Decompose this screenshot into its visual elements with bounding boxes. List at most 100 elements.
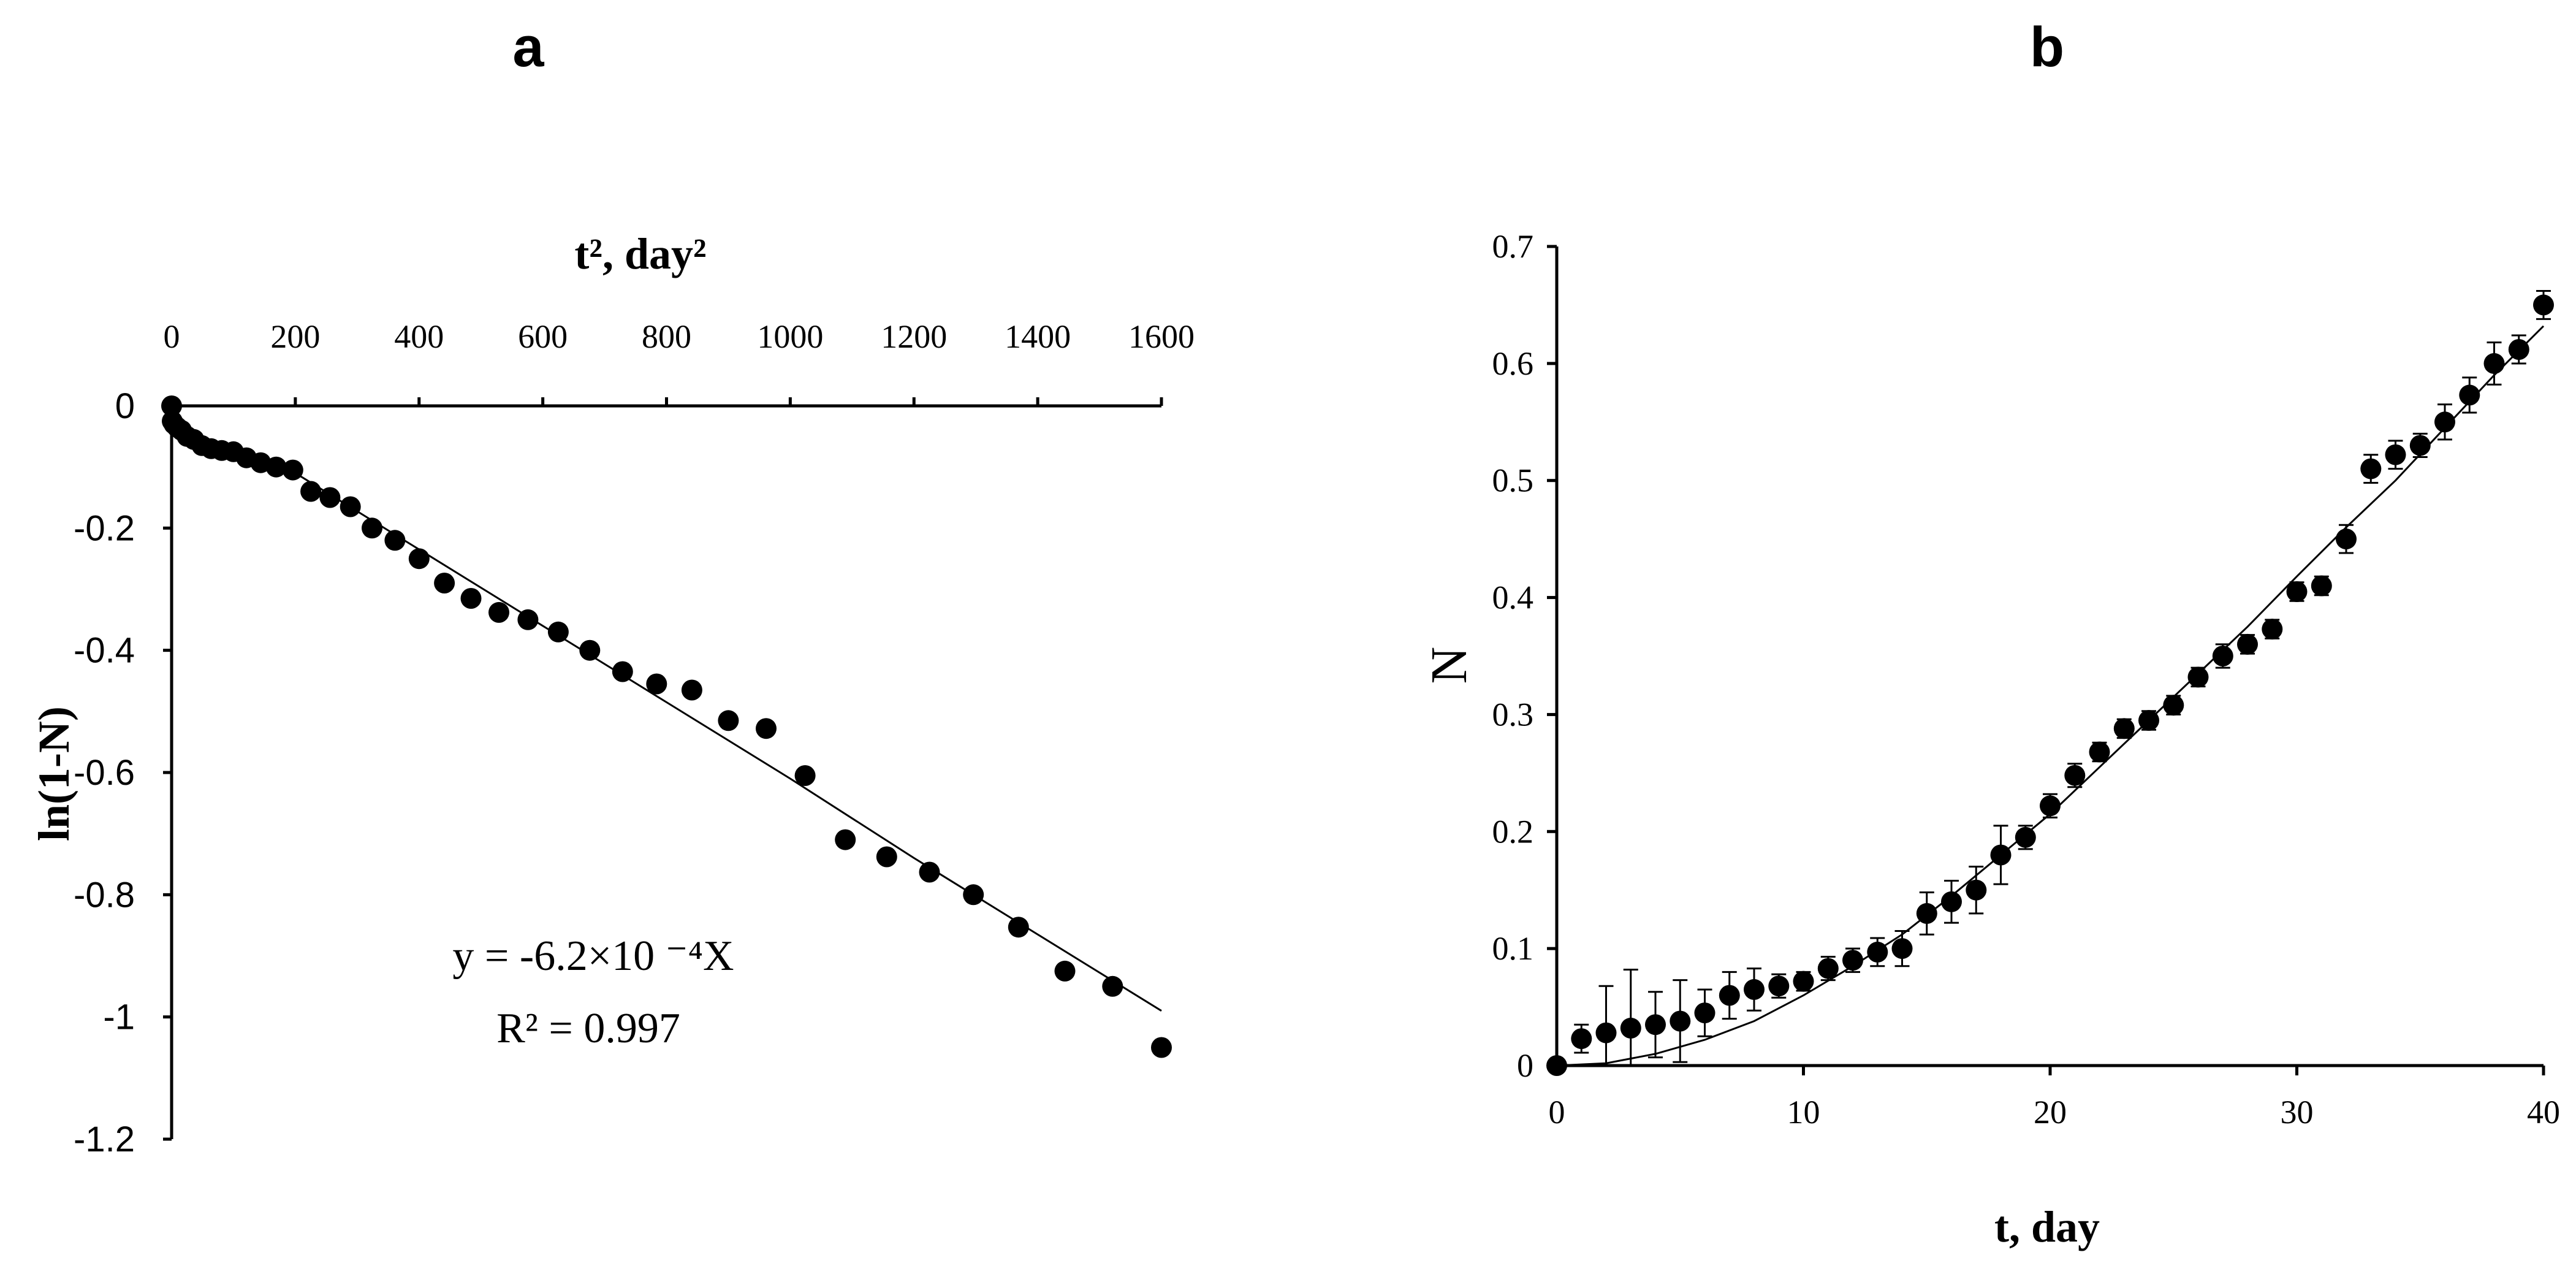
chart-a-data-point — [1151, 1037, 1172, 1058]
chart-b-data-point — [1867, 941, 1888, 963]
chart-b-data-point — [2434, 411, 2455, 433]
chart-a-data-point — [319, 487, 341, 508]
chart-a-x-tick-label: 1200 — [881, 318, 947, 355]
chart-b-error-bars — [1574, 290, 2551, 1067]
panel-label-b: b — [2030, 16, 2064, 78]
chart-a-y-tick-label: -0.8 — [74, 875, 135, 915]
chart-b-points — [1546, 294, 2554, 1076]
chart-b-data-point — [2311, 575, 2332, 597]
chart-b-x-tick-label: 0 — [1549, 1094, 1565, 1131]
chart-b-y-tick-label: 0.7 — [1492, 228, 1534, 265]
chart-a-data-point — [756, 718, 777, 739]
chart-b-data-point — [2237, 633, 2258, 655]
chart-a-points — [161, 395, 1172, 1058]
chart-b-data-point — [2040, 795, 2061, 817]
chart-b-data-point — [1670, 1010, 1691, 1032]
chart-b-error-bar — [1623, 969, 1638, 1067]
chart-b-y-tick-label: 0.2 — [1492, 813, 1534, 850]
chart-b-data-point — [1571, 1028, 1592, 1050]
chart-a-y-tick-label: -1.2 — [74, 1120, 135, 1159]
chart-b-y-tick-label: 0.5 — [1492, 462, 1534, 499]
chart-b-data-point — [1941, 891, 1962, 912]
chart-a-y-tick-label: 0 — [115, 386, 135, 426]
chart-a-x-tick-label: 200 — [270, 318, 320, 355]
chart-b-data-point — [1595, 1022, 1617, 1044]
chart-a-data-point — [876, 846, 897, 868]
chart-a-data-point — [646, 673, 667, 695]
chart-b-data-point — [1620, 1017, 1641, 1039]
chart-b-data-point — [2138, 710, 2159, 731]
chart-a-x-label: t², day² — [574, 229, 706, 278]
chart-a-y-tick-label: -0.2 — [74, 508, 135, 548]
chart-b-y-tick-label: 0.4 — [1492, 579, 1534, 616]
chart-a-data-point — [681, 679, 702, 701]
chart-a-x-tick-label: 0 — [164, 318, 180, 355]
chart-b-data-point — [2409, 435, 2431, 456]
chart-b-y-tick-label: 0.6 — [1492, 345, 1534, 382]
chart-a-data-point — [1008, 917, 1029, 938]
chart-b-x-tick-label: 20 — [2034, 1094, 2067, 1131]
chart-b-data-point — [1719, 985, 1740, 1006]
chart-a-data-point — [579, 639, 601, 661]
chart-a-data-point — [265, 456, 287, 478]
chart-b-y-label: N — [1421, 647, 1478, 684]
chart-b-data-point — [2360, 458, 2382, 479]
chart-b-x-tick-label: 10 — [1787, 1094, 1820, 1131]
chart-b-y-ticks: 0 0.1 0.2 0.3 0.4 0.5 0.6 0.7 — [1492, 228, 1557, 1084]
chart-b-data-point — [2483, 353, 2505, 374]
chart-b-x-tick-label: 40 — [2527, 1094, 2560, 1131]
chart-b-data-point — [2015, 826, 2036, 848]
chart-b-data-point — [1817, 958, 1839, 979]
chart-b-fit-line — [1556, 325, 2545, 1067]
chart-b-data-point — [2089, 741, 2110, 763]
chart-a-data-point — [362, 517, 382, 539]
chart-a-x-tick-label: 1600 — [1128, 318, 1195, 355]
chart-b-data-point — [2459, 384, 2480, 406]
chart-b-data-point — [1891, 938, 1913, 960]
chart-a-data-point — [282, 459, 303, 481]
chart-b-data-point — [1793, 971, 1814, 992]
chart-a-x-ticks: 0 200 400 600 800 1000 1200 1400 1600 — [164, 318, 1195, 406]
chart-a-x-tick-label: 800 — [642, 318, 691, 355]
chart-b-data-point — [1990, 844, 2012, 866]
chart-b-x-label: t, day — [1994, 1202, 2100, 1251]
chart-b-data-point — [2336, 528, 2357, 550]
chart-a-x-tick-label: 400 — [394, 318, 444, 355]
chart-b-data-point — [1916, 902, 1937, 924]
chart-b-y-tick-label: 0.1 — [1492, 930, 1534, 967]
chart-a-x-tick-label: 1000 — [757, 318, 823, 355]
chart-b-data-point — [1645, 1014, 1666, 1036]
chart-b-x-tick-label: 30 — [2281, 1094, 2314, 1131]
chart-a-data-point — [718, 710, 739, 731]
chart-a-y-ticks: 0 -0.2 -0.4 -0.6 -0.8 -1 -1.2 — [74, 386, 172, 1159]
chart-a-data-point — [434, 573, 455, 593]
chart-b-data-point — [2187, 666, 2209, 688]
chart-a-data-point — [1054, 960, 1076, 982]
chart-a-data-point — [488, 601, 509, 623]
chart-a-y-tick-label: -0.4 — [74, 631, 135, 671]
chart-a-y-tick-label: -1 — [103, 998, 135, 1037]
chart-a-x-tick-label: 600 — [518, 318, 568, 355]
chart-a-data-point — [300, 481, 322, 502]
chart-a-data-point — [794, 765, 816, 786]
chart-b-data-point — [2064, 765, 2086, 786]
chart-b-data-point — [1842, 950, 1863, 971]
chart-a-data-point — [408, 548, 430, 570]
chart-a-data-point — [1102, 975, 1123, 997]
chart-a-data-point — [340, 496, 361, 517]
chart-a-y-label: ln(1-N) — [29, 706, 78, 841]
chart-b-data-point — [1694, 1002, 1715, 1024]
chart-b-data-point — [2212, 646, 2233, 666]
chart-a: 0 200 400 600 800 1000 1200 1400 1600 0 -0.2 -0.4 -… — [29, 229, 1195, 1159]
chart-a-data-point — [963, 884, 984, 906]
chart-b: 0 10 20 30 40 00.10.20.30.40.50.60.7 t, day … — [1421, 228, 2560, 1251]
panel-label-a: a — [512, 16, 544, 78]
chart-a-data-point — [547, 621, 569, 643]
chart-b-data-point — [2385, 444, 2406, 465]
chart-b-data-point — [1546, 1055, 1567, 1076]
chart-a-data-point — [517, 609, 539, 630]
chart-a-data-point — [384, 530, 406, 551]
chart-a-data-point — [835, 829, 856, 850]
